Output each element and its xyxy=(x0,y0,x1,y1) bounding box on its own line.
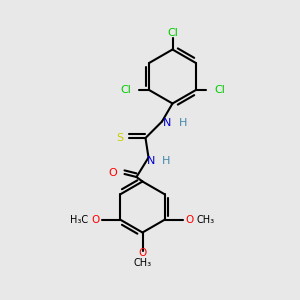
Text: Cl: Cl xyxy=(214,85,225,95)
Text: O: O xyxy=(186,215,194,225)
Text: S: S xyxy=(116,133,123,143)
Text: CH₃: CH₃ xyxy=(134,257,152,268)
Text: Cl: Cl xyxy=(120,85,131,95)
Text: N: N xyxy=(163,118,171,128)
Text: O: O xyxy=(108,167,117,178)
Text: CH₃: CH₃ xyxy=(197,215,215,225)
Text: H: H xyxy=(162,155,170,166)
Text: O: O xyxy=(91,215,99,225)
Text: Cl: Cl xyxy=(167,28,178,38)
Text: H₃C: H₃C xyxy=(70,215,88,225)
Text: O: O xyxy=(138,248,147,259)
Text: H: H xyxy=(178,118,187,128)
Text: N: N xyxy=(147,155,156,166)
